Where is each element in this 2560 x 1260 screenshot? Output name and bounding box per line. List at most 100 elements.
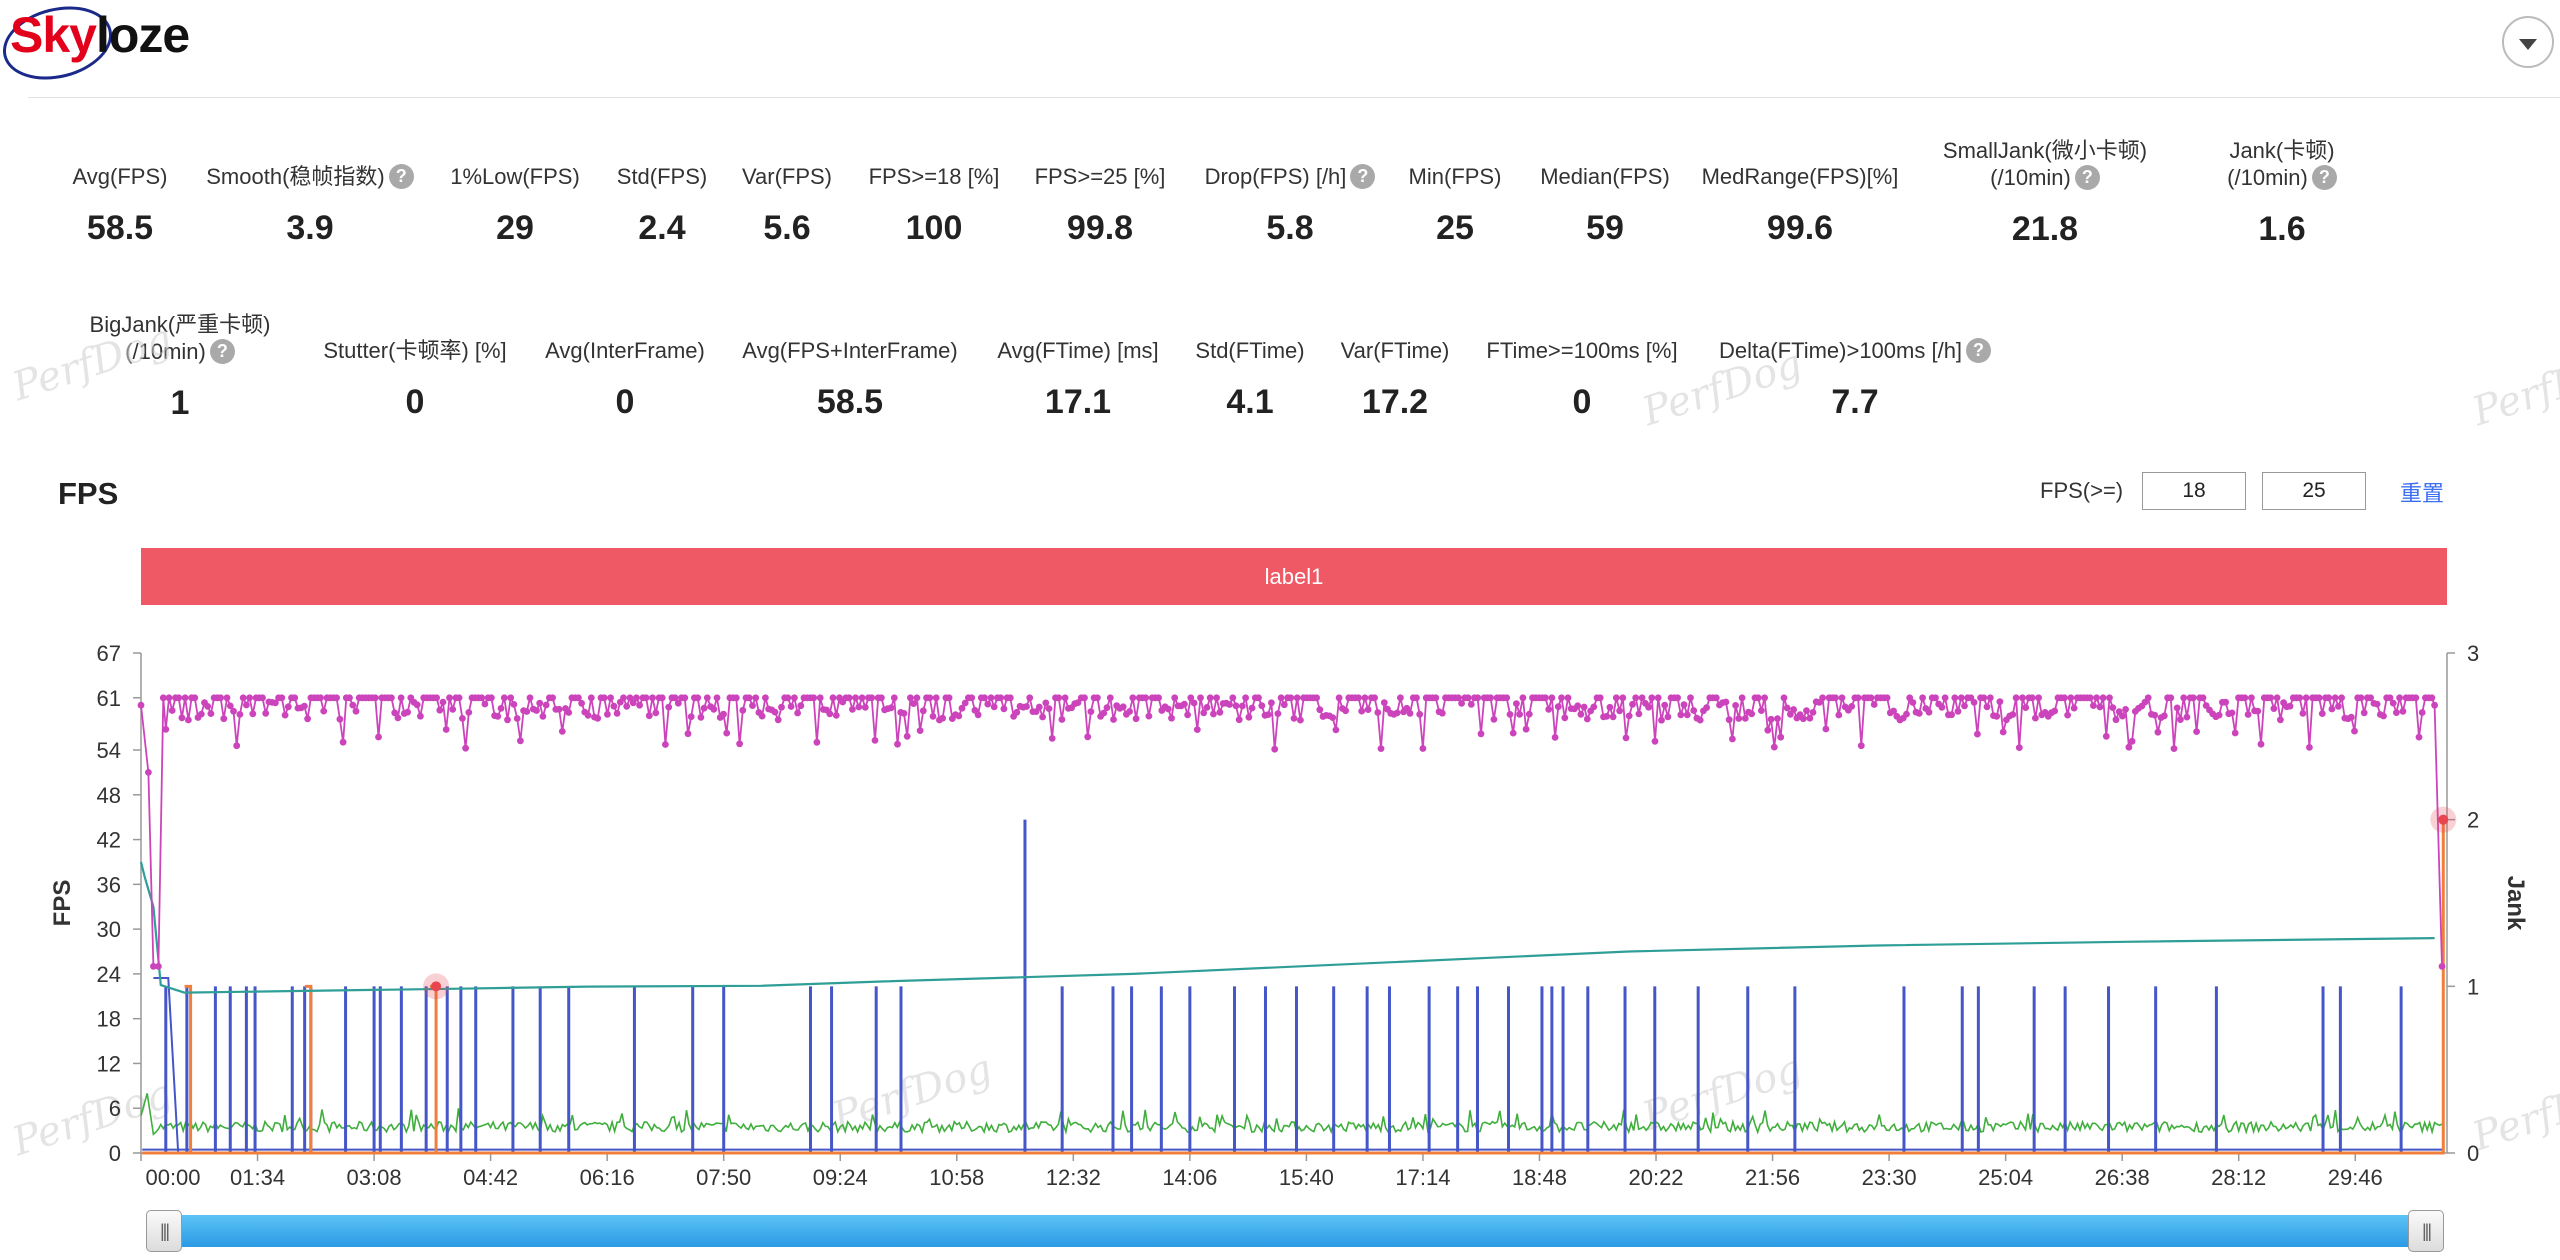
fps-point (284, 703, 292, 711)
fps-point (858, 694, 866, 702)
fps-point (1654, 694, 1662, 702)
fps-threshold-1-input[interactable] (2142, 472, 2246, 510)
stat-label-unit: (/10min)? (1885, 164, 2205, 191)
fps-point (2399, 707, 2407, 715)
fps-point (1703, 704, 1710, 711)
fps-point (388, 694, 395, 702)
fps-point (1371, 694, 1378, 702)
fps-point (272, 699, 279, 707)
fps-point (1783, 704, 1791, 712)
stat-0: Avg(FPS) 58.5 (0, 163, 280, 248)
stat-label: Jank(卡顿) (2229, 138, 2335, 163)
fps-point (652, 709, 660, 717)
fps-point (1854, 694, 1862, 702)
fps-point (1980, 694, 1988, 702)
stat-0: BigJank(严重卡顿) (/10min)? 1 (20, 311, 340, 423)
fps-point (2306, 744, 2313, 751)
fps-point (890, 694, 898, 702)
time-range-slider-track[interactable] (164, 1215, 2426, 1247)
stat-label: Var(FPS) (741, 164, 833, 189)
fps-point (945, 694, 953, 702)
time-range-start-handle[interactable]: ||| (146, 1210, 182, 1252)
fps-point (2015, 744, 2023, 751)
fps-point (1712, 694, 1720, 702)
help-icon[interactable]: ? (1966, 338, 1992, 363)
fps-point (1058, 716, 1066, 723)
fps-point (1377, 745, 1385, 752)
y-right-tick-label: 2 (2467, 808, 2479, 833)
fps-point (1374, 709, 1382, 716)
fps-point (239, 694, 247, 702)
fps-point (626, 694, 634, 702)
fps-point (2231, 729, 2239, 737)
fps-point (1658, 716, 1665, 724)
fps-point (1280, 701, 1288, 709)
x-tick-label: 01:34 (230, 1165, 285, 1190)
help-icon[interactable]: ? (209, 339, 235, 364)
fps-point (1316, 706, 1324, 714)
fps-point (1948, 711, 1955, 719)
fps-point (1519, 694, 1527, 702)
series-fps-line (140, 694, 2443, 968)
fps-point (145, 769, 152, 776)
help-icon[interactable]: ? (1350, 164, 1376, 189)
fps-point (1870, 701, 1878, 708)
fps-point (739, 706, 747, 714)
fps-point (1741, 715, 1749, 722)
fps-point (794, 709, 801, 717)
fps-point (955, 712, 963, 720)
fps-point (465, 709, 473, 716)
stat-value: 0 (405, 383, 425, 421)
stat-label: 1%Low(FPS) (450, 164, 580, 189)
x-tick-label: 25:04 (1978, 1165, 2033, 1190)
stat-label: Drop(FPS) [/h]? (1130, 163, 1450, 190)
fps-point (162, 725, 170, 733)
fps-point (336, 715, 344, 723)
fps-point (1774, 715, 1781, 722)
fps-point (1248, 704, 1256, 712)
fps-point (233, 742, 241, 750)
fps-point (1867, 694, 1875, 702)
fps-point (1006, 694, 1014, 702)
fps-point (2119, 712, 2126, 720)
fps-point (1835, 711, 1843, 719)
fps-point (1213, 694, 1220, 702)
fps-point (230, 707, 237, 715)
fps-point (2064, 711, 2072, 719)
fps-point (984, 700, 992, 708)
fps-point (813, 738, 821, 746)
x-tick-label: 17:14 (1395, 1165, 1450, 1190)
fps-point (1023, 703, 1030, 710)
fps-point (558, 728, 566, 735)
fps-point (2277, 716, 2284, 724)
fps-point (2051, 707, 2059, 715)
stat-value: 3.9 (286, 209, 334, 247)
help-icon[interactable]: ? (2074, 165, 2100, 190)
fps-point (1516, 711, 1523, 718)
collapse-button[interactable] (2502, 16, 2554, 68)
fps-threshold-2-input[interactable] (2262, 472, 2366, 510)
fps-point (1100, 709, 1108, 717)
fps-point (478, 694, 486, 702)
fps-point (610, 702, 618, 710)
time-range-end-handle[interactable]: ||| (2408, 1210, 2444, 1252)
fps-point (2351, 727, 2358, 735)
reset-link[interactable]: 重置 (2400, 481, 2445, 506)
fps-point (684, 730, 692, 738)
fps-point (1983, 703, 1991, 711)
stat-value: 7.7 (1831, 383, 1879, 421)
y-left-tick-label: 61 (97, 686, 121, 711)
fps-point (1970, 699, 1978, 706)
label-bar[interactable]: label1 (141, 548, 2447, 605)
help-icon[interactable]: ? (388, 164, 414, 189)
stat-value: 1 (170, 384, 190, 422)
stat-value: 58.5 (86, 209, 154, 247)
help-icon[interactable]: ? (2311, 165, 2337, 190)
y-right-tick-label: 0 (2467, 1141, 2479, 1166)
fps-point (2299, 710, 2307, 717)
fps-section-title: FPS (58, 476, 119, 511)
fps-point (1355, 694, 1362, 702)
fps-point (745, 694, 753, 702)
fps-point (549, 694, 556, 702)
